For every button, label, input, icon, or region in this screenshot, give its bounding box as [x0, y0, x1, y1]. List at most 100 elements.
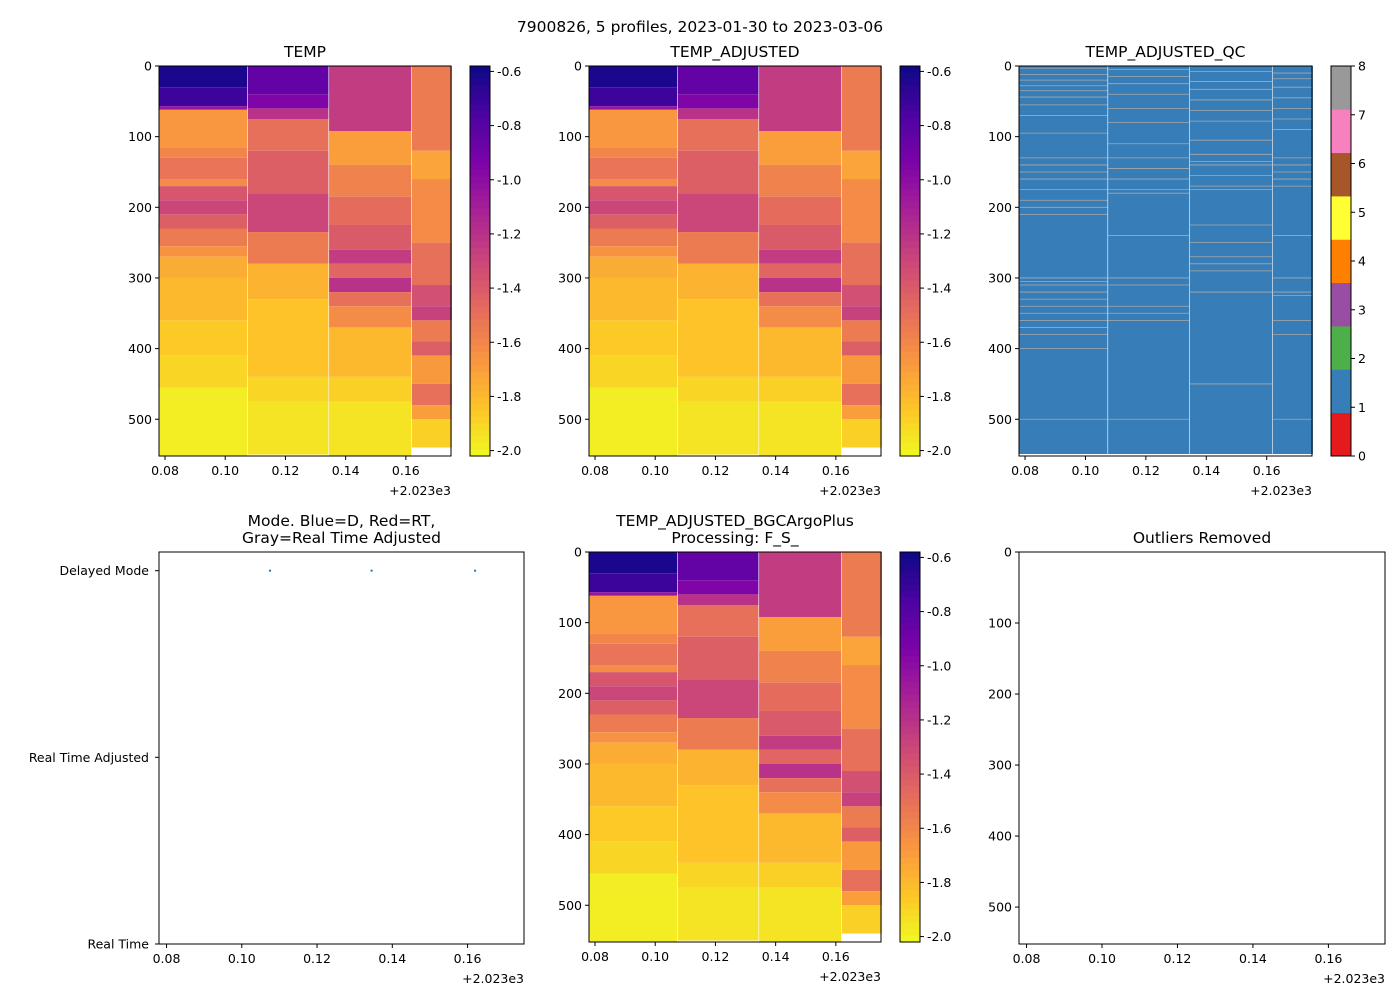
colorbar-tick-label: -1.4 — [497, 281, 521, 296]
y-tick-label: Delayed Mode — [59, 563, 149, 578]
y-tick-label: 400 — [988, 829, 1012, 844]
colorbar-swatch — [470, 183, 490, 191]
heatmap-cell — [759, 249, 842, 264]
heatmap-cell — [411, 242, 452, 286]
colorbar-swatch — [900, 397, 920, 405]
x-tick-label: 0.08 — [153, 951, 181, 966]
heatmap-cell — [589, 214, 678, 229]
heatmap-cell — [329, 327, 412, 377]
colorbar-frame — [899, 551, 921, 943]
y-tick-label: 300 — [988, 270, 1012, 285]
colorbar-swatch — [900, 163, 920, 171]
colorbar-swatch — [470, 267, 490, 275]
colorbar-tick-label: 6 — [1358, 156, 1366, 171]
colorbar-swatch — [900, 779, 920, 787]
colorbar-swatch — [470, 430, 490, 438]
colorbar-swatch — [900, 734, 920, 742]
colorbar-swatch — [470, 332, 490, 340]
heatmap-cell — [589, 806, 678, 842]
colorbar-swatch — [900, 766, 920, 774]
heatmap-cell — [589, 200, 678, 215]
colorbar-swatch — [900, 118, 920, 126]
colorbar-swatch — [470, 79, 490, 87]
colorbar-swatch — [470, 209, 490, 217]
plot-area — [589, 552, 882, 942]
colorbar-swatch — [900, 708, 920, 716]
panel-mode: Mode. Blue=D, Red=RT,Gray=Real Time Adju… — [29, 512, 525, 986]
colorbar: -0.6 -0.8 -1.0 -1.2 -1.4 -1.6 -1.8 -2.0 — [469, 64, 521, 458]
heatmap-cell — [759, 263, 842, 278]
heatmap-cell — [677, 887, 759, 941]
heatmap-cell — [159, 277, 248, 321]
x-tick-label: 0.12 — [1164, 951, 1192, 966]
heatmap-cell — [329, 224, 412, 250]
heatmap-cell — [841, 869, 882, 892]
colorbar-swatch — [900, 714, 920, 722]
y-tick-label: 100 — [558, 129, 582, 144]
x-tick-label: 0.10 — [1088, 951, 1116, 966]
colorbar-swatch — [900, 105, 920, 113]
colorbar: -0.6 -0.8 -1.0 -1.2 -1.4 -1.6 -1.8 -2.0 — [899, 64, 951, 458]
y-tick-label: Real Time — [87, 937, 149, 952]
heatmap-cell — [589, 884, 678, 942]
heatmap-cell — [589, 387, 678, 399]
heatmap-cell — [159, 66, 248, 88]
heatmap-cell — [589, 109, 678, 148]
y-tick-label: 500 — [558, 898, 582, 913]
qc-profile-fill — [1108, 66, 1190, 454]
colorbar-swatch — [470, 319, 490, 327]
colorbar-tick-label: -1.4 — [927, 767, 951, 782]
colorbar-swatch — [900, 157, 920, 165]
panel-outliers: Outliers Removed 0.08 0.10 0.12 0.14 0.16 +2.0… — [988, 529, 1386, 986]
colorbar-swatch — [470, 352, 490, 360]
y-tick-label: 400 — [988, 341, 1012, 356]
plot-area — [269, 569, 477, 572]
y-tick-label: 500 — [558, 412, 582, 427]
heatmap-cell — [677, 108, 759, 119]
colorbar-swatch — [900, 753, 920, 761]
heatmap-cell — [589, 147, 678, 158]
x-tick-label: 0.08 — [1013, 951, 1041, 966]
x-tick-label: 0.14 — [1239, 951, 1267, 966]
colorbar-swatch — [900, 443, 920, 451]
heatmap-cell — [411, 179, 452, 243]
heatmap-cell — [159, 109, 248, 148]
x-offset-label: +2.023e3 — [389, 483, 451, 498]
heatmap-cell — [159, 179, 248, 187]
x-tick-label: 0.16 — [454, 951, 482, 966]
colorbar-swatch — [470, 248, 490, 256]
colorbar-swatch — [470, 105, 490, 113]
colorbar-swatch — [900, 352, 920, 360]
colorbar-swatch — [470, 443, 490, 451]
axes-frame — [1018, 65, 1313, 457]
colorbar-swatch — [900, 747, 920, 755]
colorbar-swatch — [470, 280, 490, 288]
heatmap-cell — [159, 320, 248, 356]
x-tick-label: 0.14 — [1192, 463, 1220, 478]
colorbar-swatch — [900, 812, 920, 820]
colorbar-swatch — [470, 339, 490, 347]
colorbar-swatch — [900, 565, 920, 573]
colorbar-swatch — [470, 287, 490, 295]
heatmap-cell — [677, 679, 759, 719]
colorbar-swatch — [900, 378, 920, 386]
figure-title: 7900826, 5 profiles, 2023-01-30 to 2023-… — [517, 18, 883, 36]
heatmap-cell — [759, 650, 842, 683]
colorbar-swatch — [900, 170, 920, 178]
colorbar-swatch — [900, 578, 920, 586]
colorbar-swatch — [470, 163, 490, 171]
colorbar-swatch — [470, 300, 490, 308]
heatmap-cell — [841, 242, 882, 286]
colorbar-swatch — [1331, 109, 1351, 154]
x-offset-label: +2.023e3 — [1323, 971, 1385, 986]
colorbar-tick-label: -0.8 — [497, 118, 521, 133]
x-tick-label: 0.16 — [1314, 951, 1342, 966]
panel-title: TEMP_ADJUSTED_QC — [1085, 43, 1246, 62]
x-tick-label: 0.14 — [762, 463, 790, 478]
heatmap-cell — [589, 665, 678, 673]
heatmap-cell — [589, 573, 678, 593]
heatmap-cell — [329, 249, 412, 264]
colorbar-swatch — [900, 215, 920, 223]
colorbar-swatch — [900, 721, 920, 729]
heatmap-cell — [677, 718, 759, 750]
